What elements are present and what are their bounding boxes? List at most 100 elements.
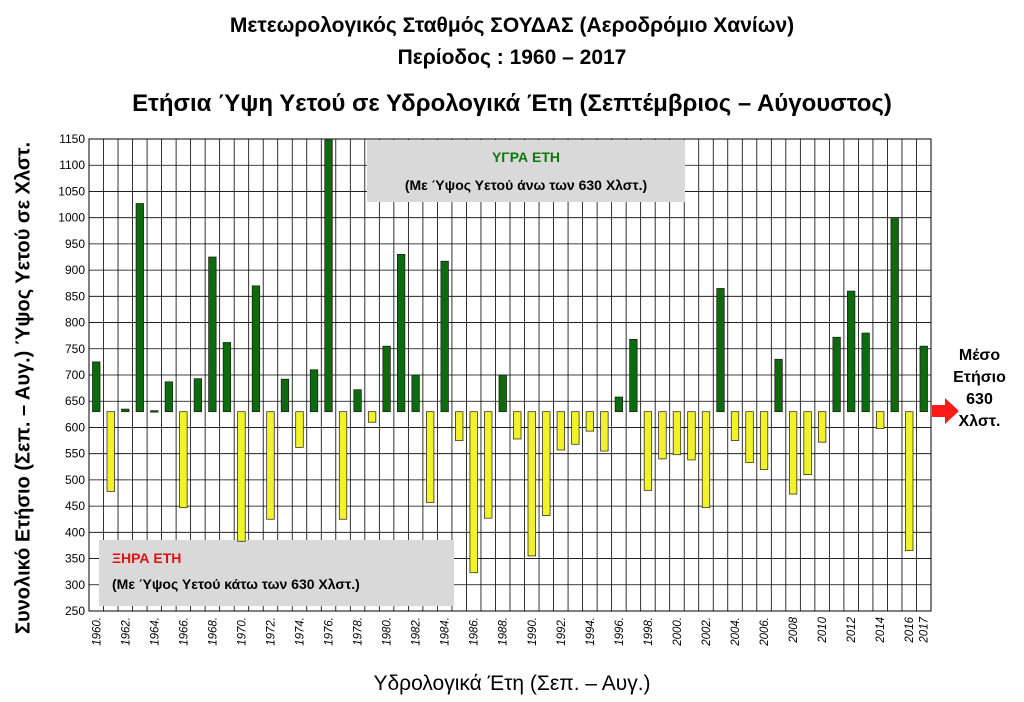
bar-1966 [179,411,188,509]
y-tick-label: 450 [65,499,85,513]
bar-1969 [222,342,232,413]
station-title: Μετεωρολογικός Σταθμός ΣΟΥΔΑΣ (Αεροδρόμι… [229,14,795,37]
bar-1982 [411,374,420,413]
bar-1963 [135,203,144,413]
bar-1986 [469,411,478,574]
bar-2009 [803,411,812,475]
y-tick-label: 1000 [58,211,85,225]
x-axis-label: Υδρολογικά Έτη (Σεπ. – Αυγ.) [373,672,651,695]
x-tick-label: 2014 [875,617,887,644]
bar-2015 [890,217,899,413]
average-annotation: Μέσο Ετήσιο 630 Χλστ. [935,345,1024,433]
dry-years-title: ΞΗΡΑ ΕΤΗ [112,550,181,566]
x-tick-label: 1992. [556,617,568,646]
y-tick-label: 1150 [59,132,85,146]
y-tick-label: 250 [65,604,85,618]
x-tick-label: 2006. [759,617,771,647]
bar-1995 [600,411,609,452]
bar-1975 [309,369,319,413]
x-tick-labels: 1960. 1962. 1964. 1966. 1968. 1970. 1972. 1974.… [91,616,930,646]
x-tick-label: 2012 [846,616,858,643]
y-tick-label: 750 [65,342,85,356]
bar-2006 [759,411,769,470]
x-tick-label: 1982. [411,617,423,646]
bar-1968 [208,256,217,413]
x-tick-label: 2016 [904,616,916,643]
bar-1993 [571,411,580,445]
bar-2011 [832,336,841,413]
bar-1985 [455,411,464,441]
bar-1960 [92,361,101,413]
x-tick-label: 1972. [265,617,277,646]
dry-years-box [99,540,454,606]
y-tick-label: 500 [65,473,85,487]
bar-2010 [817,411,827,443]
x-tick-label: 1994. [585,617,597,646]
bar-2000 [672,411,682,456]
bar-1976 [324,139,333,413]
x-tick-label: 2002. [701,617,713,647]
x-tick-label: 1978. [353,617,365,646]
bar-2007 [774,358,783,413]
bar-1962 [121,408,130,413]
x-tick-label: 1968. [207,617,219,646]
x-tick-label: 2008 [788,616,800,643]
y-tick-label: 900 [65,263,85,277]
bar-1998 [643,411,653,491]
arrow-right-icon [932,398,959,424]
bar-1965 [164,381,173,413]
x-tick-label: 1986. [469,617,481,646]
bar-1972 [266,411,275,520]
x-tick-label: 1984. [440,617,452,646]
bar-1984 [440,260,449,413]
bar-1991 [542,411,551,516]
x-tick-label: 2004. [730,617,742,647]
y-tick-label: 600 [65,420,85,434]
bar-1978 [353,389,362,413]
x-tick-label: 2000. [672,617,684,647]
x-tick-label: 1974. [295,617,307,646]
bar-1974 [295,411,304,448]
bars [92,139,928,574]
bar-2016 [905,411,914,552]
annotation-boxes: ΥΓΡΑ ΕΤΗ (Με Ύψος Υετού άνω των 630 Χλστ.… [99,140,685,606]
x-tick-label: 1980. [382,617,394,646]
bar-2002 [701,411,711,509]
chart-title: Ετήσια Ύψη Υετού σε Υδρολογικά Έτη (Σεπτ… [132,90,892,117]
wet-years-title: ΥΓΡΑ ΕΤΗ [492,149,560,165]
bar-1971 [251,285,261,413]
bar-1977 [338,411,348,520]
bar-1964 [150,410,159,413]
x-tick-label: 2010 [817,616,829,643]
bar-1973 [280,378,290,413]
plot-frame [88,138,932,612]
bar-2013 [861,332,870,413]
bar-1967 [193,378,203,413]
y-tick-labels: 250 300 350 400 450 500 550 600 650 700 750 800 850 9… [58,132,85,618]
bar-2008 [788,411,798,495]
bar-2001 [687,411,696,461]
bar-1996 [614,396,624,413]
x-tick-label: 2017 [919,616,931,643]
y-tick-label: 400 [65,525,85,539]
bar-2004 [730,411,740,441]
bar-1997 [629,338,638,413]
bar-2017 [919,345,928,413]
x-tick-label: 1960. [91,617,103,646]
y-tick-label: 950 [65,237,85,251]
wet-years-subtitle: (Με Ύψος Υετού άνω των 630 Χλστ.) [405,177,647,193]
y-tick-label: 850 [65,289,85,303]
bar-1980 [382,345,391,413]
y-tick-label: 350 [65,552,85,566]
bar-2012 [847,290,856,413]
bar-1981 [396,254,406,413]
y-tick-label: 800 [65,316,85,330]
average-label-2: Ετήσιο [953,369,1006,386]
y-tick-label: 650 [65,394,85,408]
bar-1983 [426,411,435,503]
bar-1979 [367,411,377,423]
y-tick-label: 700 [65,368,85,382]
x-tick-label: 1976. [324,617,336,646]
bar-1961 [106,411,115,492]
bar-2003 [716,288,725,413]
